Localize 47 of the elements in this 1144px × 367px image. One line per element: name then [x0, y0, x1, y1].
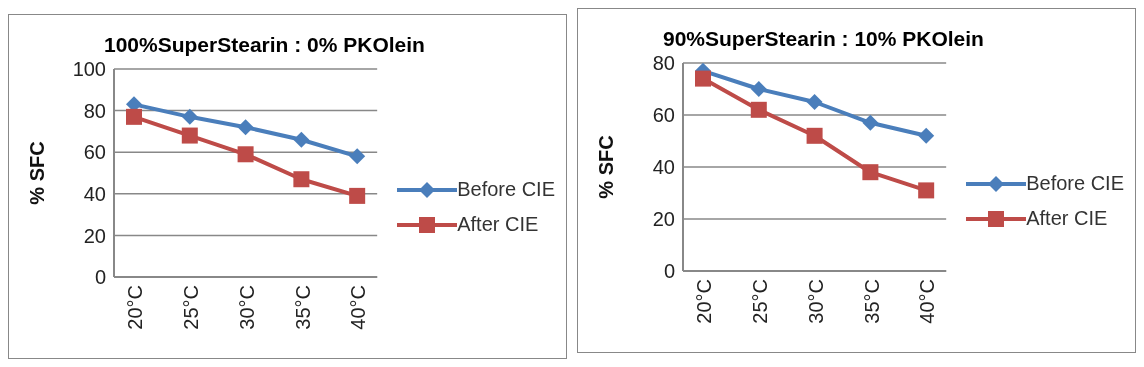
x-tick-label: 40°C [916, 279, 939, 324]
legend-label: Before CIE [457, 178, 555, 201]
x-tick-label: 20°C [693, 279, 716, 324]
x-tick-label: 20°C [124, 285, 147, 330]
point [349, 148, 366, 165]
point [806, 127, 823, 144]
y-tick-label: 40 [83, 182, 106, 205]
point [181, 108, 198, 125]
y-tick-label: 20 [83, 224, 106, 247]
point [750, 81, 767, 97]
point [918, 127, 935, 144]
point [293, 131, 310, 148]
x-tick-label: 25°C [748, 279, 771, 324]
y-tick-label: 40 [652, 156, 675, 179]
y-axis-title: % SFC [26, 141, 49, 205]
point [862, 114, 879, 131]
legend-label: Before CIE [1026, 172, 1124, 195]
y-tick-label: 20 [652, 208, 675, 231]
point [862, 164, 879, 181]
point [181, 127, 198, 144]
y-tick-label: 100 [72, 58, 106, 81]
chart-title: 100%SuperStearin : 0% PKOlein [103, 32, 426, 57]
point [126, 108, 142, 125]
x-tick-label: 25°C [179, 285, 202, 330]
y-tick-label: 60 [652, 104, 675, 127]
x-tick-label: 30°C [235, 285, 258, 330]
x-tick-label: 30°C [804, 279, 827, 324]
point [237, 146, 254, 163]
y-tick-label: 80 [83, 99, 106, 122]
point [349, 187, 366, 204]
point [918, 182, 935, 199]
point [293, 171, 310, 188]
point [695, 70, 711, 87]
legend-label: After CIE [457, 213, 539, 236]
y-tick-label: 80 [652, 52, 675, 75]
y-tick-label: 0 [94, 266, 106, 289]
y-tick-label: 60 [83, 141, 106, 164]
y-tick-label: 0 [663, 260, 675, 283]
legend-label: After CIE [1026, 207, 1108, 230]
point [237, 119, 254, 136]
x-tick-label: 40°C [347, 285, 370, 330]
point [750, 101, 767, 118]
y-axis-title: % SFC [595, 135, 618, 199]
chart-title: 90%SuperStearin : 10% PKOlein [662, 26, 985, 51]
point [806, 94, 823, 110]
x-tick-label: 35°C [291, 285, 314, 330]
x-tick-label: 35°C [860, 279, 883, 324]
